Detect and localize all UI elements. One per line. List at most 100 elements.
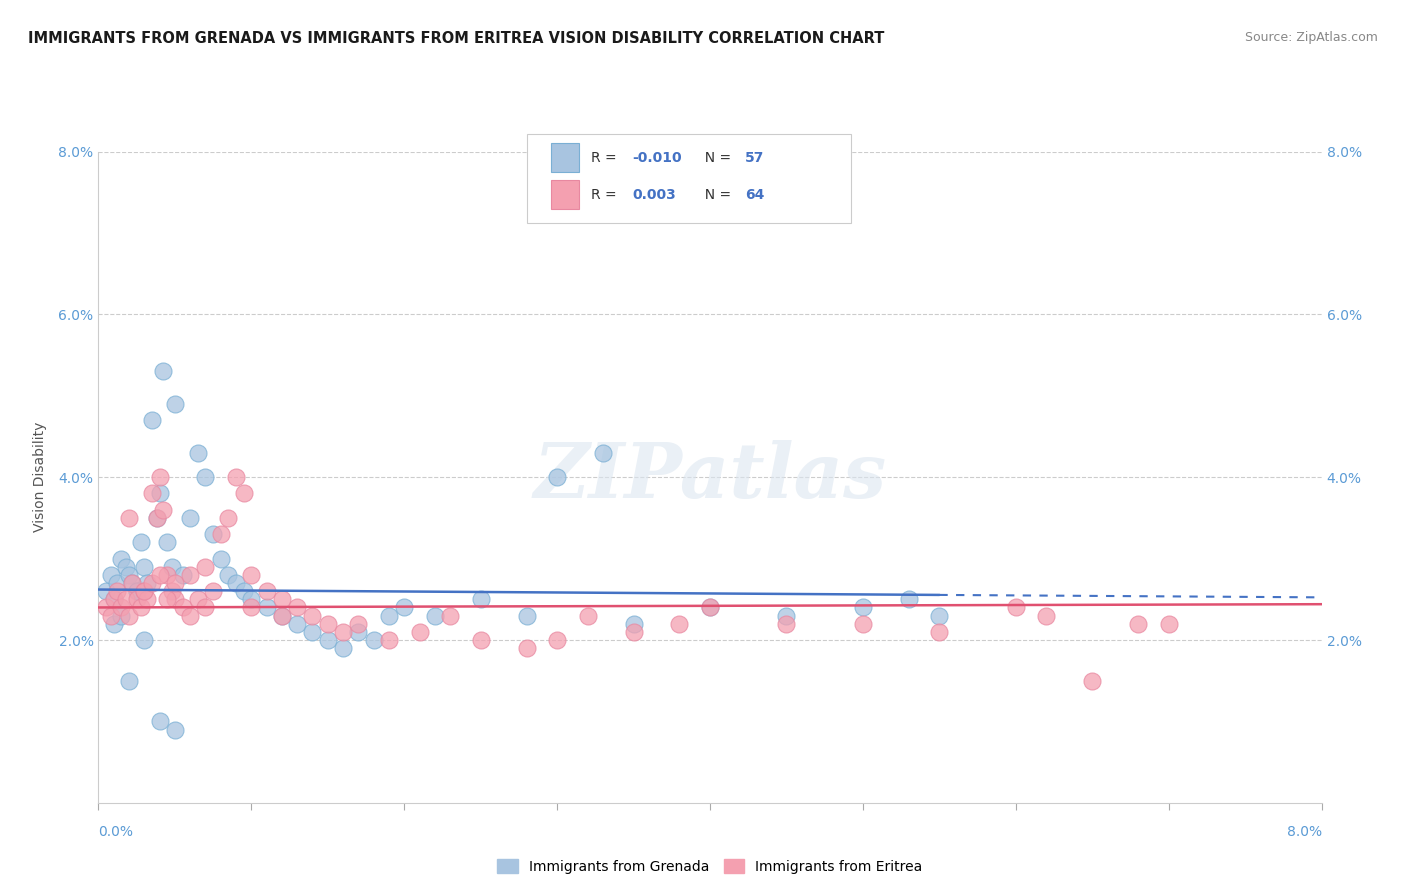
Point	[156, 592, 179, 607]
Point	[852, 600, 875, 615]
Point	[332, 624, 354, 639]
Text: ZIPatlas: ZIPatlas	[533, 441, 887, 514]
Point	[187, 592, 209, 607]
Point	[149, 568, 172, 582]
Point	[256, 600, 278, 615]
Text: 0.003: 0.003	[633, 187, 676, 202]
Point	[240, 568, 263, 582]
Point	[134, 584, 156, 599]
Point	[145, 511, 167, 525]
Point	[149, 714, 172, 729]
Point	[928, 608, 950, 623]
Point	[110, 551, 132, 566]
Point	[217, 511, 239, 525]
Point	[100, 568, 122, 582]
Text: Source: ZipAtlas.com: Source: ZipAtlas.com	[1244, 31, 1378, 45]
Point	[134, 633, 156, 648]
Point	[115, 592, 138, 607]
Point	[179, 511, 201, 525]
Point	[699, 600, 721, 615]
Point	[94, 600, 117, 615]
Point	[163, 397, 186, 411]
Point	[515, 641, 537, 656]
Point	[775, 608, 797, 623]
Point	[163, 576, 186, 591]
Point	[270, 592, 294, 607]
Point	[347, 616, 370, 631]
Point	[217, 568, 239, 582]
Point	[194, 559, 217, 574]
Point	[225, 576, 247, 591]
Point	[515, 608, 537, 623]
Point	[546, 633, 568, 648]
Point	[94, 584, 117, 599]
Point	[316, 633, 339, 648]
Point	[160, 584, 183, 599]
Point	[378, 633, 401, 648]
Point	[775, 616, 797, 631]
Point	[1157, 616, 1180, 631]
Point	[172, 568, 194, 582]
Text: R =: R =	[591, 187, 620, 202]
Text: -0.010: -0.010	[633, 151, 682, 165]
Point	[187, 446, 209, 460]
Point	[103, 592, 125, 607]
Point	[285, 616, 308, 631]
Point	[134, 584, 156, 599]
Point	[1128, 616, 1150, 631]
Point	[332, 641, 354, 656]
Point	[270, 608, 294, 623]
Point	[125, 592, 148, 607]
Point	[623, 624, 645, 639]
Point	[115, 559, 138, 574]
Point	[160, 559, 183, 574]
Point	[897, 592, 920, 607]
Point	[163, 723, 186, 737]
Point	[152, 503, 174, 517]
Point	[240, 592, 263, 607]
Point	[408, 624, 430, 639]
Point	[179, 608, 201, 623]
Point	[378, 608, 401, 623]
Point	[363, 633, 385, 648]
Point	[152, 364, 174, 378]
Point	[141, 486, 163, 500]
Point	[103, 592, 125, 607]
Point	[576, 608, 599, 623]
Point	[129, 535, 152, 549]
Point	[592, 446, 614, 460]
Text: 0.0%: 0.0%	[98, 825, 134, 839]
Point	[699, 600, 721, 615]
Point	[439, 608, 461, 623]
Point	[103, 616, 125, 631]
Point	[179, 568, 201, 582]
Point	[202, 527, 225, 541]
Point	[145, 511, 167, 525]
Point	[316, 616, 339, 631]
Point	[285, 600, 308, 615]
Text: R =: R =	[591, 151, 620, 165]
Point	[301, 608, 323, 623]
Text: N =: N =	[696, 187, 735, 202]
Point	[546, 470, 568, 484]
Point	[141, 576, 163, 591]
Point	[110, 600, 132, 615]
Point	[121, 576, 143, 591]
Point	[194, 470, 217, 484]
Point	[209, 551, 232, 566]
Point	[136, 592, 159, 607]
Point	[668, 616, 690, 631]
Point	[194, 600, 217, 615]
Point	[100, 608, 122, 623]
Point	[172, 600, 194, 615]
Point	[232, 486, 254, 500]
Point	[136, 576, 159, 591]
Point	[156, 568, 179, 582]
Y-axis label: Vision Disability: Vision Disability	[34, 422, 48, 533]
Point	[118, 673, 141, 688]
Point	[149, 470, 172, 484]
Point	[1004, 600, 1026, 615]
Legend: Immigrants from Grenada, Immigrants from Eritrea: Immigrants from Grenada, Immigrants from…	[491, 852, 929, 880]
Point	[209, 527, 232, 541]
Point	[118, 608, 141, 623]
